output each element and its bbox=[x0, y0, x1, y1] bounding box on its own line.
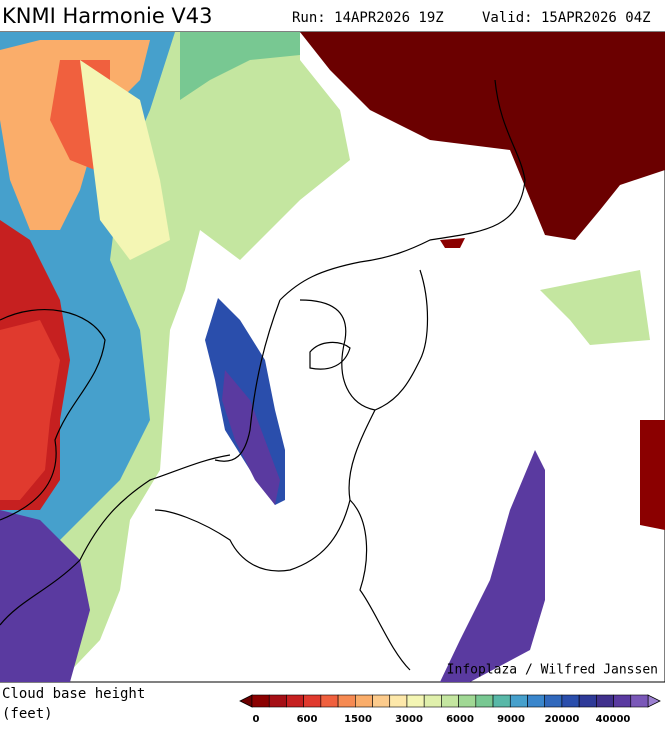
borders bbox=[0, 79, 526, 671]
colorbar-tick-label: 9000 bbox=[497, 714, 525, 725]
colorbar-swatch bbox=[509, 694, 528, 708]
colorbar: 0 600 1500 3000 6000 9000 20000 40000 bbox=[239, 694, 661, 725]
colorbar-swatch bbox=[561, 694, 580, 708]
colorbar-tick-label: 6000 bbox=[446, 714, 474, 725]
colorbar-swatch bbox=[355, 694, 373, 708]
colorbar-tick-label: 40000 bbox=[596, 714, 631, 725]
cloud-area bbox=[0, 320, 60, 500]
colorbar-swatch bbox=[527, 694, 545, 708]
colorbar-swatch bbox=[613, 694, 632, 708]
colorbar-swatch bbox=[320, 694, 339, 708]
valid-time: Valid: 15APR2026 04Z bbox=[482, 10, 651, 26]
colorbar-swatch bbox=[492, 694, 511, 708]
cloud-area bbox=[640, 420, 665, 530]
colorbar-tick-label: 3000 bbox=[395, 714, 423, 725]
colorbar-arrow bbox=[239, 694, 253, 708]
cloud-area bbox=[222, 370, 280, 505]
cloud-area bbox=[180, 32, 300, 100]
colorbar-tick-label: 600 bbox=[297, 714, 318, 725]
colorbar-swatch bbox=[303, 694, 322, 708]
colorbar-swatch bbox=[596, 694, 614, 708]
colorbar-swatch bbox=[544, 694, 563, 708]
colorbar-swatch bbox=[268, 694, 287, 708]
cloud-area bbox=[0, 510, 90, 682]
colorbar-tick-label: 0 bbox=[253, 714, 260, 725]
colorbar-swatch bbox=[423, 694, 442, 708]
legend-label: Cloud base height bbox=[2, 686, 145, 702]
colorbar-swatch bbox=[337, 694, 356, 708]
cloud-area bbox=[540, 270, 650, 345]
colorbar-tick-label: 20000 bbox=[545, 714, 580, 725]
cloud-area bbox=[440, 238, 465, 248]
legend-label: (feet) bbox=[2, 706, 53, 722]
colorbar-swatch bbox=[251, 694, 270, 708]
colorbar-swatch bbox=[441, 694, 459, 708]
run-time: Run: 14APR2026 19Z bbox=[292, 10, 444, 26]
credit: Infoplaza / Wilfred Janssen bbox=[447, 663, 658, 678]
colorbar-swatch bbox=[372, 694, 391, 708]
colorbar-swatch bbox=[286, 694, 304, 708]
cloud-area bbox=[300, 32, 665, 240]
colorbar-arrow bbox=[647, 694, 661, 708]
colorbar-swatch bbox=[578, 694, 597, 708]
colorbar-swatch bbox=[389, 694, 408, 708]
title: KNMI Harmonie V43 bbox=[2, 4, 213, 28]
cloud-area bbox=[440, 450, 545, 682]
colorbar-swatch bbox=[475, 694, 494, 708]
colorbar-swatch bbox=[630, 694, 649, 708]
colorbar-swatch bbox=[406, 694, 425, 708]
map: Infoplaza / Wilfred Janssen bbox=[0, 31, 665, 683]
cloud-area bbox=[80, 60, 170, 260]
colorbar-tick-label: 1500 bbox=[344, 714, 372, 725]
colorbar-swatch bbox=[458, 694, 477, 708]
